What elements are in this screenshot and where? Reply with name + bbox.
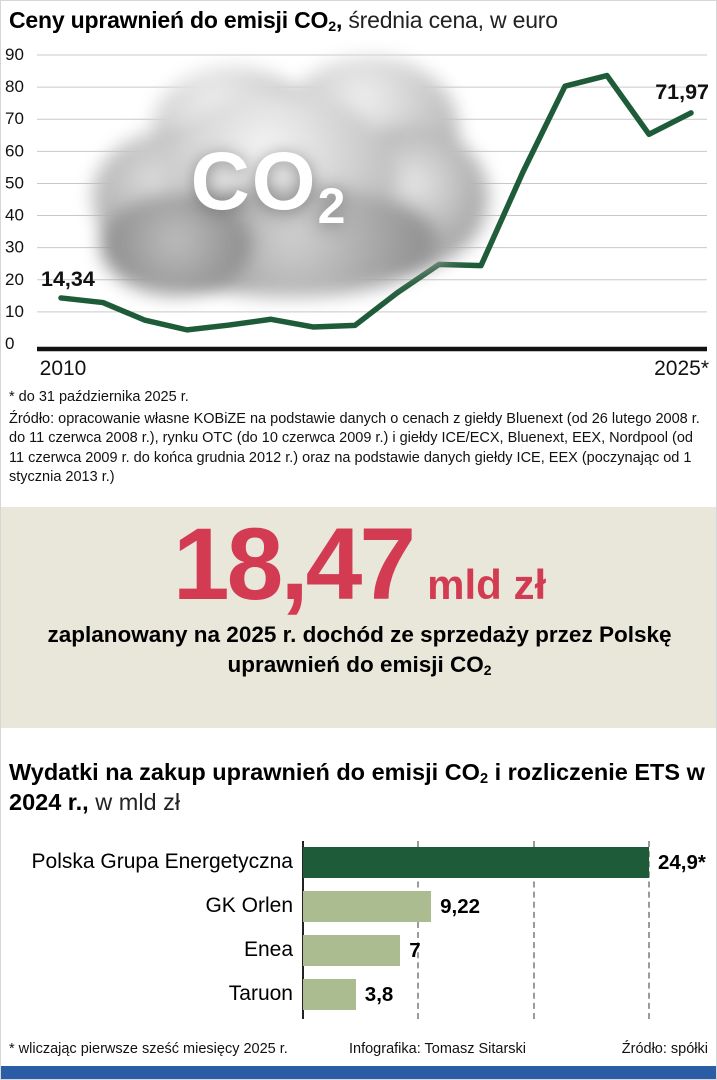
bar-category-label: Taruon [228, 982, 293, 1005]
bar-value-label: 24,9* [658, 851, 706, 874]
footer-footnote: * wliczając pierwsze sześć miesięcy 2025… [9, 1041, 288, 1057]
x-tick-label: 2025* [654, 357, 709, 380]
y-tick-label: 70 [5, 109, 24, 128]
price-annotation: 71,97 [655, 80, 709, 104]
y-tick-label: 10 [5, 302, 24, 321]
price-annotation: 14,34 [41, 267, 95, 291]
y-tick-label: 90 [5, 45, 24, 64]
line-chart-footnote: * do 31 października 2025 r. [9, 389, 189, 405]
y-tick-label: 20 [5, 270, 24, 289]
bar [303, 847, 649, 878]
revenue-amount: 18,47 mld zł [172, 507, 547, 621]
bar [303, 891, 432, 922]
line-chart-source: Źródło: opracowanie własne KOBiZE na pod… [9, 411, 700, 485]
bar-gridline [417, 841, 420, 1019]
bar-category-label: GK Orlen [205, 894, 293, 917]
bar-category-label: Polska Grupa Energetyczna [31, 850, 293, 873]
price-line [58, 72, 694, 333]
bar-value-label: 7 [409, 939, 421, 962]
y-tick-label: 0 [5, 334, 14, 353]
footer-credit: Infografika: Tomasz Sitarski [349, 1041, 527, 1057]
y-tick-label: 40 [5, 206, 24, 225]
y-tick-label: 60 [5, 141, 24, 160]
bar-gridline [648, 841, 650, 1019]
bar-category-label: Enea [243, 938, 293, 961]
revenue-description: zaplanowany na 2025 r. dochód ze sprzeda… [47, 622, 672, 678]
y-tick-label: 30 [5, 238, 24, 257]
bottom-accent-bar [1, 1066, 716, 1079]
bar-value-label: 9,22 [440, 895, 481, 918]
bar-chart-title: Wydatki na zakup uprawnień do emisji CO2… [9, 759, 705, 815]
bar-gridline [532, 841, 535, 1019]
footer-source: Źródło: spółki [621, 1041, 708, 1057]
co2-price-line-chart: 0 10 20 30 40 50 60 70 80 90 2010 2025* 14,34 71,97 [5, 45, 709, 380]
bar [303, 935, 401, 966]
page-title: Ceny uprawnień do emisji CO2, średnia ce… [9, 7, 558, 36]
revenue-unit: mld zł [427, 561, 547, 608]
x-tick-label: 2010 [40, 357, 87, 380]
bar-value-label: 3,8 [364, 983, 394, 1006]
ets-spending-bar-chart: Polska Grupa Energetyczna 24,9* GK Orlen 9,… [1, 841, 716, 1026]
y-tick-label: 50 [5, 173, 24, 192]
bar [303, 979, 356, 1010]
bar-chart-baseline [302, 841, 304, 1019]
y-tick-label: 80 [5, 77, 24, 96]
revenue-highlight-panel: 18,47 mld zł zaplanowany na 2025 r. dochó… [1, 507, 716, 728]
